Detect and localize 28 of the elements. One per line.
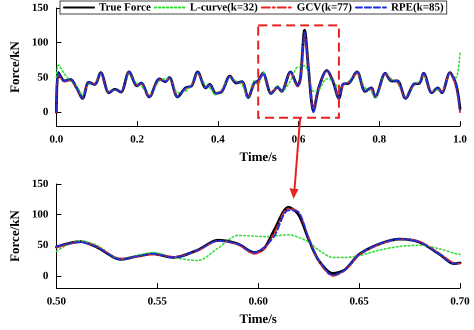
x-tick-label: 0.2 xyxy=(130,134,144,146)
y-tick-label: 0 xyxy=(42,270,49,282)
x-tick-label: 0.0 xyxy=(50,134,64,146)
y-tick-label: 100 xyxy=(32,36,49,49)
y-tick-label: 150 xyxy=(32,178,49,190)
x-tick-label: 0.65 xyxy=(349,296,370,308)
y-tick-label: 150 xyxy=(32,2,49,14)
legend-label: L-curve(k=32) xyxy=(190,2,258,14)
y-tick-label: 0 xyxy=(42,106,49,118)
x-tick-label: 0.60 xyxy=(248,296,268,308)
line-series xyxy=(56,52,461,100)
legend-label: GCV(k=77) xyxy=(296,2,352,14)
x-tick-label: 0.4 xyxy=(210,134,226,146)
y-axis-title: Force/kN xyxy=(7,210,22,262)
y-axis-title: Force/kN xyxy=(7,40,22,93)
legend-label: RPE(k=85) xyxy=(390,2,444,14)
x-tick-label: 0.70 xyxy=(450,296,470,308)
y-tick-label: 100 xyxy=(32,208,49,221)
x-axis-title: Time/s xyxy=(240,311,277,326)
line-series xyxy=(56,234,461,262)
legend-label: True Force xyxy=(99,2,151,14)
y-tick-label: 50 xyxy=(37,239,49,252)
x-tick-label: 0.55 xyxy=(148,296,168,308)
x-tick-label: 1.0 xyxy=(453,134,468,146)
x-tick-label: 0.50 xyxy=(46,296,67,308)
x-tick-label: 0.8 xyxy=(372,134,387,146)
x-axis-title: Time/s xyxy=(240,149,277,164)
y-tick-label: 50 xyxy=(37,71,49,84)
